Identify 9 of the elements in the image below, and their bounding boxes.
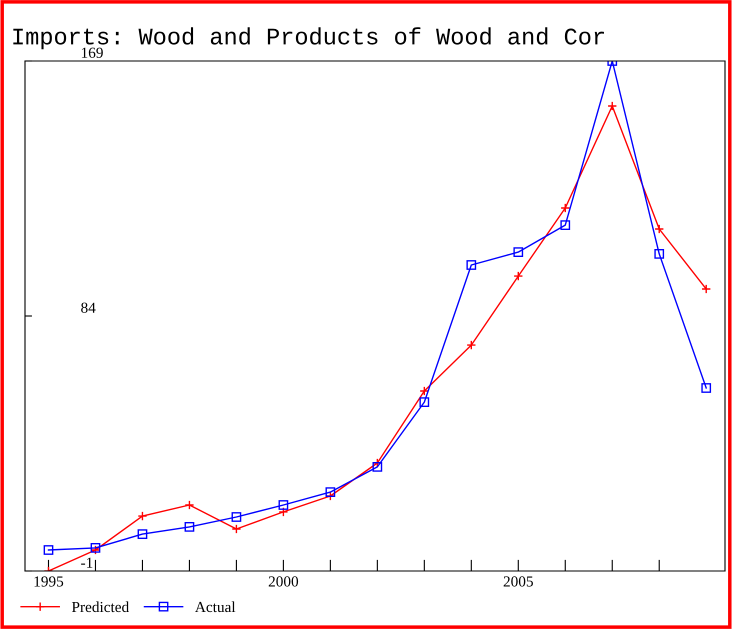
- chart-title: Imports: Wood and Products of Wood and Cor: [13, 27, 604, 50]
- y-tick-label: 84: [81, 302, 96, 313]
- x-tick-label: 2000: [268, 576, 298, 587]
- x-tick-label: 2005: [504, 576, 533, 587]
- y-tick-label: -1: [81, 558, 92, 568]
- y-tick-label: 169: [82, 48, 103, 58]
- x-tick-label: 1995: [34, 576, 64, 587]
- legend-label: Actual: [195, 601, 236, 612]
- legend-label: Predicted: [72, 601, 129, 612]
